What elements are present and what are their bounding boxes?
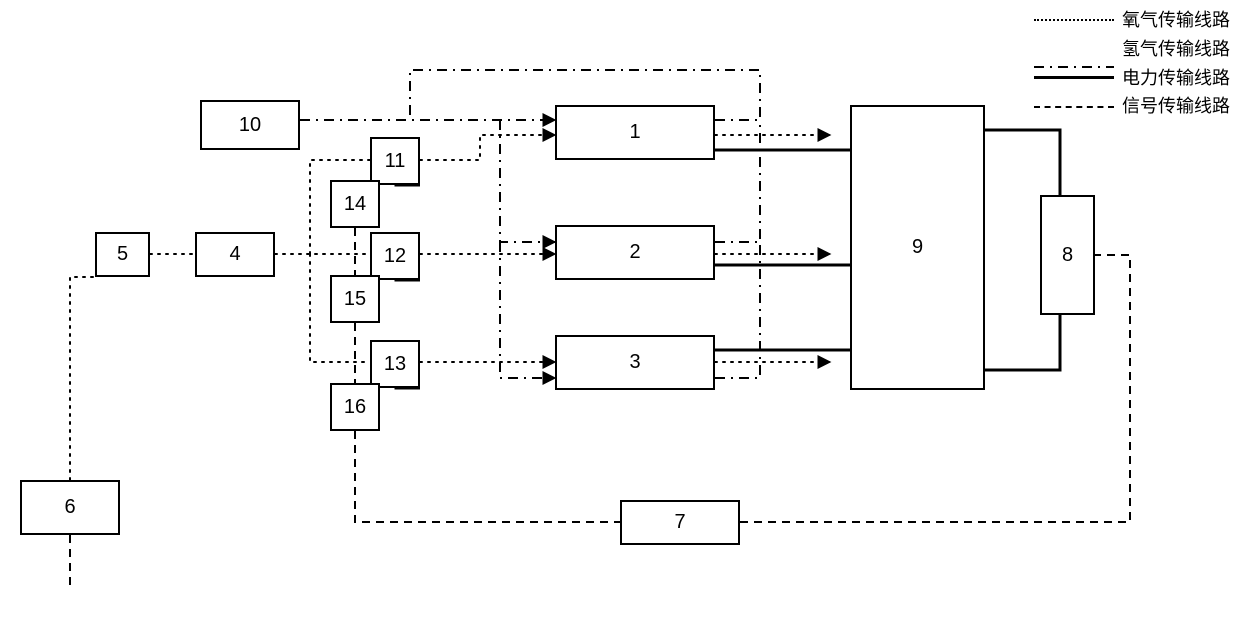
node-11: 11	[370, 137, 420, 185]
node-16: 16	[330, 383, 380, 431]
node-5: 5	[95, 232, 150, 277]
node-13: 13	[370, 340, 420, 388]
node-12: 12	[370, 232, 420, 280]
legend-label: 氧气传输线路	[1122, 6, 1230, 35]
node-8: 8	[1040, 195, 1095, 315]
node-7: 7	[620, 500, 740, 545]
node-1: 1	[555, 105, 715, 160]
node-10: 10	[200, 100, 300, 150]
legend-item: 信号传输线路	[1034, 92, 1230, 121]
node-3: 3	[555, 335, 715, 390]
legend-item: 氢气传输线路	[1034, 35, 1230, 64]
legend-item: 氧气传输线路	[1034, 6, 1230, 35]
legend: 氧气传输线路 氢气传输线路 电力传输线路 信号传输线路	[1034, 6, 1230, 121]
node-9: 9	[850, 105, 985, 390]
legend-label: 电力传输线路	[1122, 64, 1230, 93]
node-15: 15	[330, 275, 380, 323]
node-2: 2	[555, 225, 715, 280]
node-6: 6	[20, 480, 120, 535]
legend-label: 氢气传输线路	[1122, 35, 1230, 64]
node-14: 14	[330, 180, 380, 228]
legend-label: 信号传输线路	[1122, 92, 1230, 121]
node-4: 4	[195, 232, 275, 277]
